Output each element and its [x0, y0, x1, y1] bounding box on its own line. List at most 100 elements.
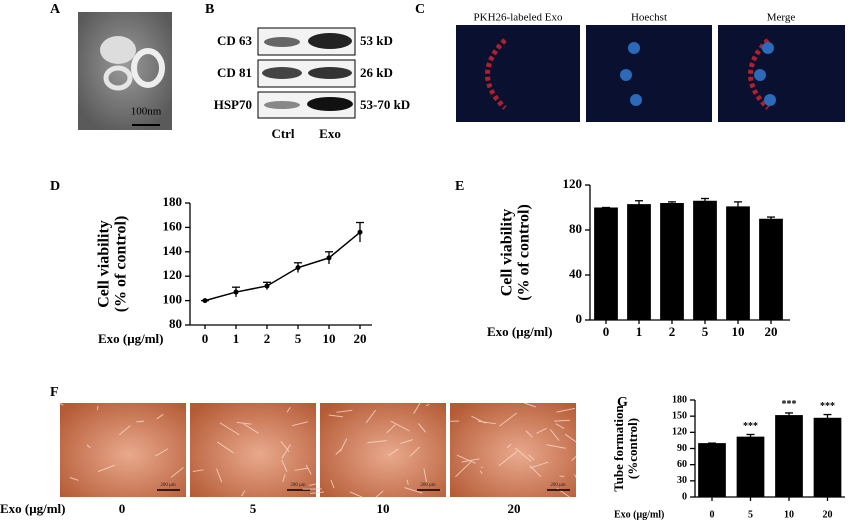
- x-tick-label: 20: [765, 324, 778, 339]
- bar: [726, 206, 750, 320]
- panel-label: D: [50, 179, 60, 194]
- y-tick-label: 0: [576, 311, 583, 326]
- point: [326, 255, 332, 261]
- bar: [627, 204, 651, 320]
- x-tick-label: 5: [702, 324, 709, 339]
- x-axis-title: Exo (μg/ml): [0, 501, 66, 516]
- y-axis-title: Cell viability: [96, 220, 113, 308]
- tube-images: [59, 402, 577, 498]
- dose-label: 20: [508, 501, 521, 516]
- annotation: ***: [743, 421, 758, 432]
- y-axis-title: (%control): [625, 418, 640, 479]
- x-tick-label: 0: [603, 324, 610, 339]
- annotation: ***: [782, 399, 797, 410]
- y-axis-title: (% of control): [516, 204, 533, 301]
- y-tick-label: 180: [163, 194, 183, 209]
- point: [202, 298, 208, 304]
- y-tick-label: 120: [672, 427, 687, 438]
- y-axis-title: Tube formation: [611, 404, 626, 491]
- column-label: Merge: [767, 12, 796, 24]
- point: [233, 289, 239, 295]
- y-tick-label: 100: [163, 292, 183, 307]
- panel-label: E: [455, 179, 464, 194]
- blot-row-label: HSP70: [214, 97, 252, 112]
- point: [357, 229, 363, 235]
- y-axis-title: Cell viability: [499, 209, 516, 297]
- y-axis-title: (% of control): [113, 216, 130, 313]
- bar: [813, 417, 842, 497]
- tube-image: [190, 403, 316, 497]
- x-tick-label: 5: [748, 509, 753, 520]
- tube-network: [192, 406, 317, 497]
- line: [204, 231, 361, 302]
- dose-label: 0: [119, 501, 126, 516]
- point: [295, 265, 301, 271]
- y-tick-label: 150: [672, 410, 687, 421]
- column-label: PKH26-labeled Exo: [474, 12, 563, 24]
- bar: [594, 207, 618, 320]
- x-tick-label: 10: [323, 331, 336, 346]
- blot-row-label: CD 63: [217, 33, 253, 48]
- bar: [759, 218, 783, 320]
- scale-label: 200 μm: [160, 483, 175, 488]
- blot-row-label: CD 81: [217, 65, 252, 80]
- panel-label: G: [617, 395, 628, 410]
- lane-label: Exo: [319, 126, 341, 141]
- scale-label: 200 μm: [550, 483, 565, 488]
- blot-size-label: 26 kD: [360, 65, 393, 80]
- panel-label: C: [415, 2, 425, 17]
- x-axis-title: Exo (μg/ml): [614, 509, 664, 520]
- bar: [660, 203, 684, 320]
- tem-image: [78, 12, 172, 130]
- y-tick-label: 80: [569, 221, 582, 236]
- panel-label: B: [205, 2, 214, 17]
- x-tick-label: 10: [784, 509, 794, 520]
- scale-label: 100nm: [131, 106, 162, 118]
- y-tick-label: 180: [672, 394, 687, 405]
- blot: [257, 27, 356, 119]
- y-tick-label: 0: [682, 491, 687, 502]
- y-tick-label: 120: [163, 267, 183, 282]
- y-tick-label: 40: [569, 266, 582, 281]
- y-tick-label: 160: [163, 218, 183, 233]
- x-tick-label: 5: [295, 331, 302, 346]
- scale-label: 200 μm: [420, 483, 435, 488]
- x-tick-label: 1: [233, 331, 240, 346]
- x-tick-label: 20: [823, 509, 833, 520]
- x-tick-label: 0: [710, 509, 715, 520]
- y-tick-label: 60: [677, 459, 687, 470]
- bar: [693, 200, 717, 320]
- tube-network: [59, 402, 184, 481]
- dose-label: 10: [377, 501, 390, 516]
- panel-label: A: [50, 2, 61, 17]
- x-tick-label: 0: [202, 331, 209, 346]
- dose-label: 5: [250, 501, 257, 516]
- blot-size-label: 53 kD: [360, 33, 393, 48]
- microscopy-images: [456, 25, 845, 122]
- x-tick-label: 2: [264, 331, 271, 346]
- point: [264, 283, 270, 289]
- y-tick-label: 30: [677, 475, 687, 486]
- x-tick-label: 20: [354, 331, 367, 346]
- annotation: ***: [820, 401, 835, 412]
- tube-network: [448, 402, 577, 498]
- y-tick-label: 90: [677, 443, 687, 454]
- bar: [698, 443, 726, 497]
- blot-size-label: 53-70 kD: [360, 97, 410, 112]
- column-label: Hoechst: [631, 12, 667, 24]
- x-axis-title: Exo (μg/ml): [98, 331, 164, 346]
- y-tick-label: 120: [563, 176, 583, 191]
- bar: [736, 436, 765, 497]
- x-tick-label: 10: [732, 324, 745, 339]
- bar: [775, 415, 803, 497]
- lane-label: Ctrl: [271, 126, 294, 141]
- x-tick-label: 1: [636, 324, 643, 339]
- tube-image: [450, 403, 576, 497]
- panel-label: F: [50, 385, 59, 400]
- x-tick-label: 2: [669, 324, 676, 339]
- scale-label: 200 μm: [290, 483, 305, 488]
- tube-network: [302, 402, 430, 498]
- x-axis-title: Exo (μg/ml): [487, 324, 553, 339]
- y-tick-label: 140: [163, 243, 183, 258]
